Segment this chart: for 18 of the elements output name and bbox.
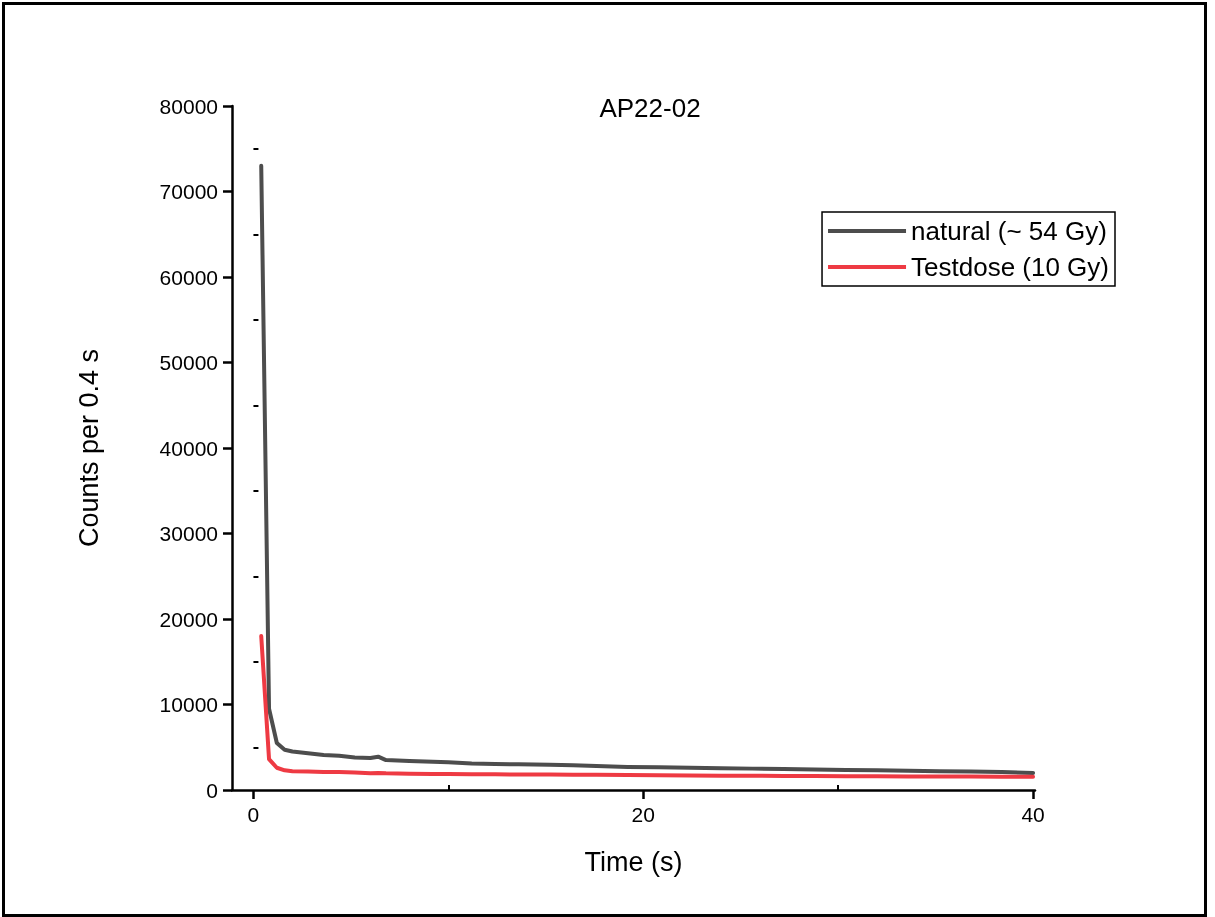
legend-label: Testdose (10 Gy): [911, 252, 1110, 282]
y-tick-label: 50000: [159, 351, 218, 374]
chart-title: AP22-02: [599, 93, 701, 123]
line-series: [259, 634, 1036, 779]
y-axis-title: Counts per 0.4 s: [73, 348, 104, 548]
y-tick-label: 20000: [159, 607, 218, 631]
y-tick-label: 0: [206, 778, 218, 802]
x-tick-label: 20: [631, 803, 655, 826]
y-tick-label: 40000: [159, 436, 218, 460]
x-tick-label: 0: [247, 803, 260, 826]
legend-label: natural (~ 54 Gy): [911, 216, 1107, 246]
y-tick-label: 10000: [159, 693, 218, 716]
x-tick-label: 40: [1021, 803, 1045, 826]
y-tick-label: 70000: [159, 180, 218, 203]
y-tick-label: 30000: [159, 522, 218, 545]
y-tick-label: 80000: [159, 94, 218, 118]
x-axis-title: Time (s): [584, 846, 683, 877]
y-tick-label: 60000: [159, 265, 218, 289]
